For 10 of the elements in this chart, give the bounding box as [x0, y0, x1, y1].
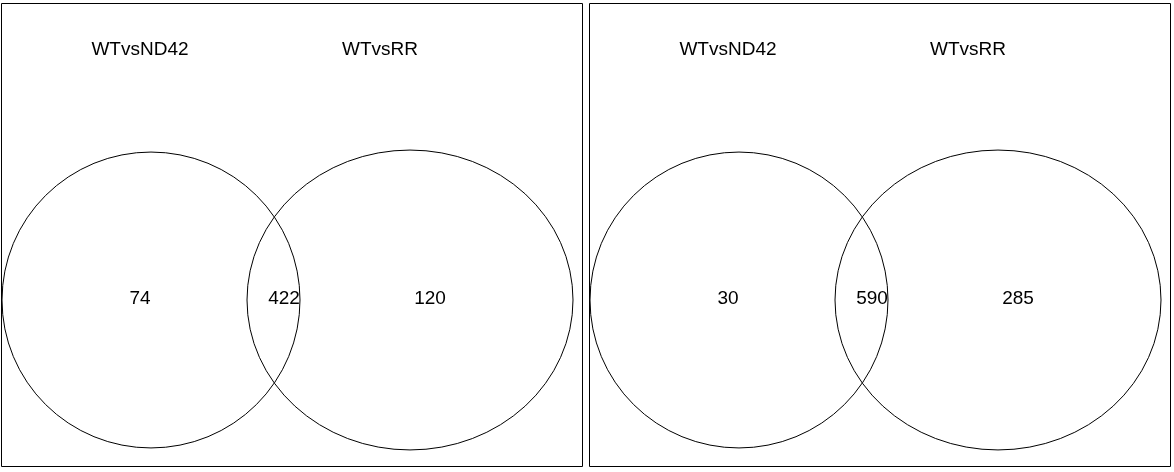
category-label: WTvsRR — [342, 38, 418, 60]
data-label: 120 — [414, 287, 446, 309]
data-label: 74 — [129, 287, 151, 309]
category-label: WTvsRR — [930, 38, 1006, 60]
data-label: 30 — [717, 287, 739, 309]
data-label: 285 — [1002, 287, 1034, 309]
data-label: 422 — [268, 287, 300, 309]
data-label: 590 — [856, 287, 888, 309]
category-label: WTvsND42 — [679, 38, 777, 60]
category-label: WTvsND42 — [91, 38, 189, 60]
